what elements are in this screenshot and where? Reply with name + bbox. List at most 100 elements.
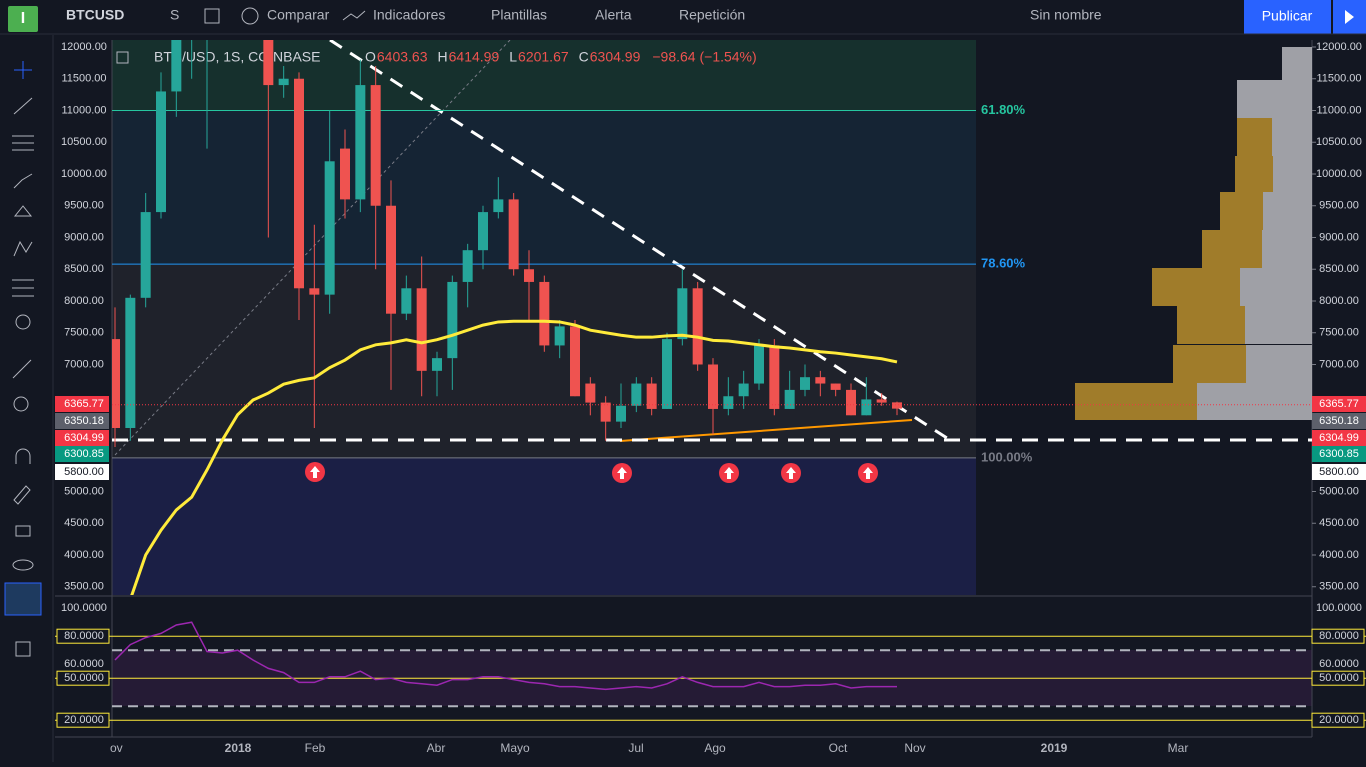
- y-tick-label: 9500.00: [64, 200, 104, 212]
- rsi-tick-label: 100.0000: [61, 602, 107, 614]
- y-tick-label: 7500.00: [1319, 327, 1359, 339]
- toolbar-button[interactable]: Indicadores: [373, 7, 445, 23]
- candle-body: [539, 281, 550, 346]
- price-badge: [55, 464, 109, 480]
- y-tick-label: 11000.00: [61, 104, 106, 116]
- candle-body: [447, 281, 458, 359]
- rsi-tick-label: 60.0000: [64, 658, 104, 670]
- y-tick-label: 9500.00: [1319, 200, 1359, 212]
- candle-body: [646, 383, 657, 409]
- candle-body: [554, 326, 565, 346]
- y-tick-label: 7500.00: [64, 327, 104, 339]
- logo[interactable]: [8, 6, 38, 32]
- x-tick-label: Mar: [1168, 741, 1189, 755]
- x-tick-label: ov: [110, 741, 123, 755]
- interval[interactable]: S: [170, 7, 179, 23]
- candle-body: [692, 288, 703, 365]
- candle-body: [723, 396, 734, 409]
- ohlc-legend: O 6403.63 H 6414.99 L 6201.67 C 6304.99 −98.64 (…: [365, 49, 757, 65]
- price-badge: [1312, 430, 1366, 446]
- rsi-tick-box: [56, 712, 110, 728]
- candle-body: [340, 148, 350, 200]
- ohlc-value: 6414.99: [449, 49, 500, 65]
- fib-label: 100.00%: [981, 449, 1033, 464]
- candle-body: [892, 402, 902, 409]
- indicator-icon: [342, 10, 366, 21]
- ohlc-key: O: [365, 49, 376, 65]
- price-badge-label: 6300.85: [64, 448, 104, 460]
- toolbar-button[interactable]: Alerta: [595, 7, 632, 23]
- layout-name[interactable]: Sin nombre: [1030, 7, 1102, 23]
- drawings: [114, 40, 1312, 456]
- y-tick-label: 12000.00: [61, 41, 107, 53]
- fib-zone: [112, 111, 976, 264]
- x-tick-label: 2018: [225, 741, 252, 755]
- y-tick-label: 12000.00: [1316, 41, 1362, 53]
- candle-body: [616, 405, 626, 422]
- x-tick-label: Abr: [427, 741, 446, 755]
- chart-title: BTC/USD, 1S, COINBASE: [154, 49, 320, 65]
- y-tick-label: 4500.00: [1319, 517, 1359, 529]
- ohlc-key: C: [579, 49, 589, 65]
- price-badge: [55, 430, 109, 446]
- candle-body: [769, 345, 780, 409]
- toolbar-button[interactable]: Plantillas: [491, 7, 547, 23]
- x-tick-label: Jul: [628, 741, 643, 755]
- collapse-icon[interactable]: [116, 51, 129, 64]
- price-badge-label: 6350.18: [64, 415, 104, 427]
- top-toolbar: [0, 0, 1366, 32]
- publish-text: Publicar: [1262, 8, 1313, 24]
- rsi-tick-label: 60.0000: [1319, 658, 1359, 670]
- price-badge: [1312, 413, 1366, 429]
- y-tick-label: 7000.00: [1319, 358, 1359, 370]
- rsi-tick-label: 50.0000: [1319, 672, 1359, 684]
- volume-profile: [1075, 118, 1273, 420]
- candle-body: [324, 161, 335, 295]
- candle-body: [416, 288, 427, 371]
- candle-body: [112, 339, 120, 428]
- rsi-tick-box: [56, 670, 110, 686]
- candle-body: [830, 383, 841, 390]
- candle-icon[interactable]: [204, 8, 220, 24]
- rsi-tick-label: 100.0000: [1316, 602, 1362, 614]
- candle-body: [846, 389, 856, 416]
- candle-body: [876, 399, 887, 403]
- candle-body: [524, 269, 534, 282]
- y-tick-label: 8000.00: [64, 295, 104, 307]
- symbol[interactable]: BTCUSD: [66, 7, 124, 23]
- candle-body: [140, 212, 151, 298]
- y-tick-label: 4000.00: [1319, 549, 1359, 561]
- y-tick-label: 10000.00: [1316, 168, 1362, 180]
- ohlc-value: 6304.99: [590, 49, 641, 65]
- y-tick-label: 4500.00: [64, 517, 104, 529]
- x-tick-label: Feb: [305, 741, 326, 755]
- price-badge-label: 6304.99: [1319, 432, 1359, 444]
- y-tick-label: 11500.00: [61, 73, 106, 85]
- x-tick-label: Oct: [829, 741, 848, 755]
- publish-button[interactable]: [1244, 0, 1331, 34]
- fib-zone: [112, 40, 976, 111]
- candle-body: [309, 288, 320, 295]
- candle-body: [662, 339, 672, 409]
- fib-zone: [112, 458, 976, 595]
- x-tick-label: Nov: [904, 741, 925, 755]
- candle-body: [861, 399, 872, 416]
- y-tick-label: 7000.00: [64, 358, 104, 370]
- y-tick-label: 5000.00: [64, 485, 104, 497]
- price-badge-label: 5800.00: [1319, 466, 1359, 478]
- candle-body: [738, 383, 749, 397]
- volume-profile: [1197, 47, 1312, 420]
- price-badge-label: 6365.77: [1319, 398, 1359, 410]
- toolbar-button[interactable]: Comparar: [267, 7, 330, 23]
- toolbar-button[interactable]: Repetición: [679, 7, 745, 23]
- candle-body: [784, 389, 795, 409]
- ohlc-value: 6201.67: [518, 49, 569, 65]
- price-badge: [55, 446, 109, 462]
- change: −98.64 (−1.54%): [652, 49, 756, 65]
- rsi-tick-label: 20.0000: [1319, 714, 1359, 726]
- rsi-tick-label: 20.0000: [64, 714, 104, 726]
- moving-average: [130, 319, 898, 595]
- candle-body: [294, 78, 304, 289]
- play-icon: [1345, 10, 1354, 24]
